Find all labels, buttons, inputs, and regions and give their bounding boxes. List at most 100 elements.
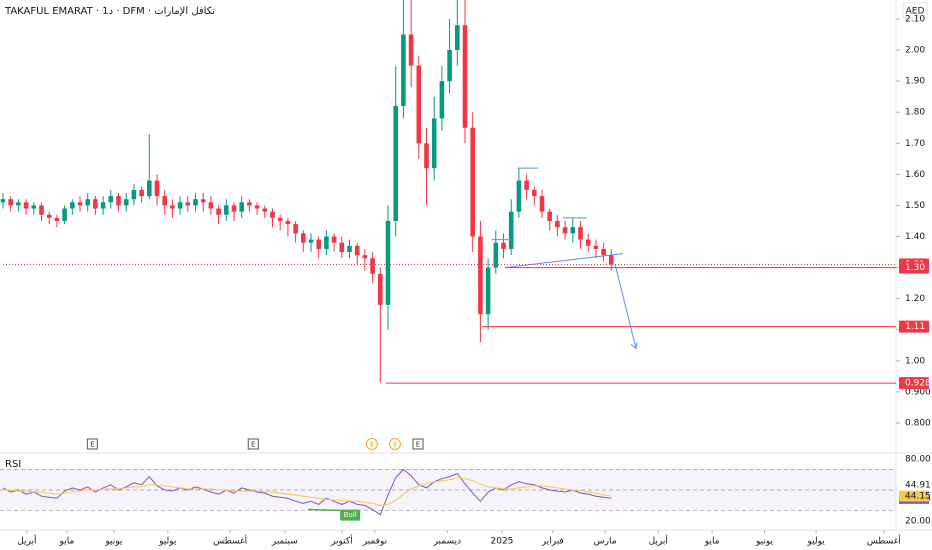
level-label-box [899, 320, 929, 333]
candle-body [308, 239, 314, 243]
x-tick-label: نوفمبر [362, 537, 387, 547]
event-badge [365, 438, 378, 450]
candle-body [39, 205, 44, 215]
candle-body [370, 258, 375, 274]
level-label-box [899, 377, 929, 390]
candle-body [485, 267, 491, 315]
candle-body [385, 220, 391, 305]
level-label: 0.928 [905, 379, 931, 389]
x-tick-label: يونيو [104, 537, 123, 547]
candle-body [77, 202, 83, 206]
y-tick-label: 1.90 [905, 77, 925, 87]
candle-body [585, 239, 591, 246]
candle-body [293, 224, 298, 234]
x-tick-label: أغسطس [213, 535, 247, 547]
candle-body [609, 255, 614, 265]
candle-body [408, 34, 414, 66]
candle-body [539, 196, 545, 212]
candle-body [46, 214, 52, 218]
candle-body [16, 202, 21, 206]
candle-body [147, 180, 152, 197]
candle-body [431, 118, 437, 169]
candle-body [285, 220, 291, 225]
x-tick-label: مايو [704, 537, 720, 547]
candle-body [393, 105, 398, 221]
candle-body [170, 205, 175, 209]
candle-body [493, 242, 499, 268]
candle-body [239, 202, 244, 212]
candle-body [601, 248, 606, 256]
reference-box [899, 479, 929, 491]
y-tick-label: 0.800 [905, 418, 931, 428]
candle-body [70, 202, 75, 209]
candle-body [185, 202, 191, 206]
candle-body [524, 180, 529, 190]
y-tick-label: 1.40 [905, 232, 925, 242]
y-tick-label: 1.50 [905, 201, 925, 211]
y-tick-label: 1.70 [905, 139, 925, 149]
x-tick-label: يونيو [755, 537, 774, 547]
candle-body [339, 242, 345, 253]
last-value-label: 44.15 [905, 492, 931, 502]
candle-body [562, 227, 568, 234]
event-badge [388, 438, 401, 450]
y-tick-label: 1.60 [905, 170, 925, 180]
candle-body [478, 236, 483, 315]
candle-body [116, 196, 121, 206]
candle-body [455, 25, 460, 51]
candle-body [193, 199, 198, 206]
candle-body [0, 199, 6, 203]
x-tick-label: سبتمبر [271, 537, 298, 547]
candle-body [224, 205, 229, 215]
y-tick-label: 20.00 [905, 516, 931, 526]
y-tick-label: 2.00 [905, 46, 925, 56]
event-badge [86, 438, 98, 450]
candle-body [401, 34, 406, 106]
y-tick-label: 1.80 [905, 108, 925, 118]
candle-body [447, 50, 452, 82]
x-tick-label: مايو [59, 537, 75, 547]
candle-body [177, 202, 183, 209]
candle-body [162, 196, 167, 206]
candle-body [570, 227, 576, 234]
candle-body [108, 196, 114, 203]
candle-body [532, 189, 537, 197]
candle-body [270, 211, 275, 218]
event-badge [247, 438, 259, 450]
candle-body [331, 236, 337, 243]
x-tick-label: أبريل [649, 535, 668, 547]
candle-body [54, 217, 60, 221]
level-label-box [899, 261, 929, 274]
divergence-label: Bull [344, 511, 357, 519]
candle-body [262, 208, 268, 212]
x-tick-label: أكتوبر [330, 535, 353, 547]
candle-body [578, 227, 583, 240]
x-tick-label: يوليو [158, 537, 177, 547]
candle-body [247, 202, 252, 206]
arrow-head [630, 342, 638, 350]
candle-body [439, 81, 445, 119]
x-tick-label: أغسطس [867, 535, 901, 547]
candle-body [93, 199, 98, 209]
candle-body [462, 25, 468, 128]
candle-body [593, 245, 599, 249]
candle-body [139, 189, 144, 197]
last-value-box [899, 490, 929, 502]
y-tick-label: 2.10 [905, 14, 925, 24]
candle-body [378, 273, 383, 305]
rsi-title: RSI [5, 459, 21, 470]
candle-body [316, 239, 321, 249]
candle-body [123, 199, 129, 206]
trendline [614, 264, 637, 349]
candle-body [424, 143, 429, 169]
event-label: $ [370, 441, 374, 449]
x-tick-label: مارس [594, 537, 617, 547]
trendline [504, 253, 623, 269]
candle-body [200, 199, 206, 203]
candle-body [154, 180, 160, 197]
event-label: $ [393, 441, 397, 449]
candle-body [354, 245, 360, 256]
candle-body [85, 199, 90, 206]
candle-body [31, 205, 37, 209]
